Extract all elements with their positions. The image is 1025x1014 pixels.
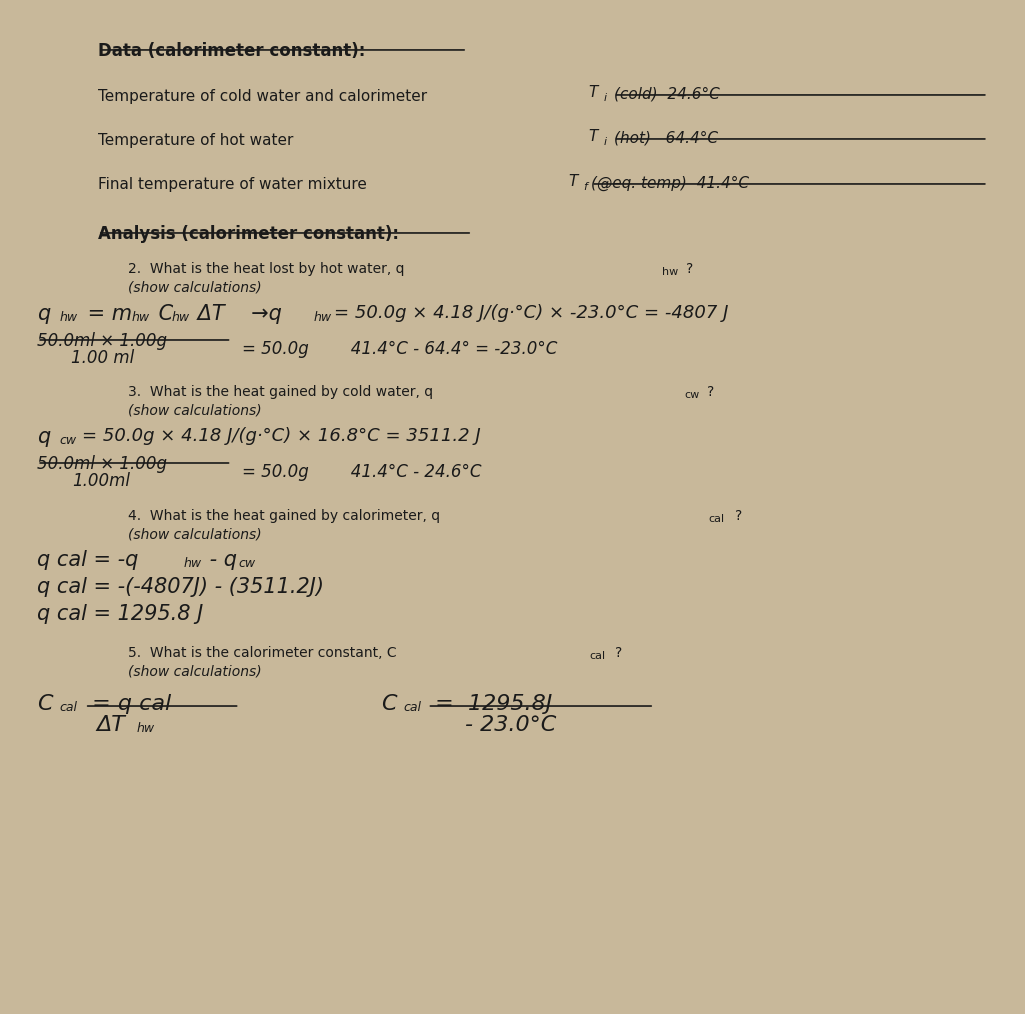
Text: =  1295.8J: = 1295.8J bbox=[427, 694, 551, 714]
Text: (show calculations): (show calculations) bbox=[128, 527, 262, 541]
Text: 1.00ml: 1.00ml bbox=[73, 472, 130, 490]
Text: = m: = m bbox=[81, 304, 132, 324]
Text: cw: cw bbox=[239, 557, 255, 570]
Text: hw: hw bbox=[172, 311, 190, 324]
Text: Temperature of cold water and calorimeter: Temperature of cold water and calorimete… bbox=[98, 89, 427, 104]
Text: (show calculations): (show calculations) bbox=[128, 404, 262, 418]
Text: cal: cal bbox=[403, 701, 421, 714]
Text: C: C bbox=[381, 694, 397, 714]
Text: C: C bbox=[152, 304, 173, 324]
Text: 1.00 ml: 1.00 ml bbox=[71, 349, 134, 367]
Text: q cal = 1295.8 J: q cal = 1295.8 J bbox=[37, 604, 204, 624]
Text: 4.  What is the heat gained by calorimeter, q: 4. What is the heat gained by calorimete… bbox=[128, 509, 441, 523]
Text: 50.0ml × 1.00g: 50.0ml × 1.00g bbox=[37, 332, 167, 350]
Text: 2.  What is the heat lost by hot water, q: 2. What is the heat lost by hot water, q bbox=[128, 262, 405, 276]
Text: cal: cal bbox=[59, 701, 78, 714]
Text: = q cal: = q cal bbox=[85, 694, 171, 714]
Text: = 50.0g        41.4°C - 64.4° = -23.0°C: = 50.0g 41.4°C - 64.4° = -23.0°C bbox=[242, 340, 557, 358]
Text: hw: hw bbox=[183, 557, 202, 570]
Text: (show calculations): (show calculations) bbox=[128, 281, 262, 295]
Text: cw: cw bbox=[685, 390, 700, 400]
Text: ΔT    →q: ΔT →q bbox=[191, 304, 282, 324]
Text: i: i bbox=[604, 93, 607, 103]
Text: (cold)  24.6°C: (cold) 24.6°C bbox=[614, 87, 720, 102]
Text: hw: hw bbox=[662, 267, 679, 277]
Text: C: C bbox=[37, 694, 52, 714]
Text: 50.0ml × 1.00g: 50.0ml × 1.00g bbox=[37, 455, 167, 473]
Text: hw: hw bbox=[131, 311, 150, 324]
Text: Final temperature of water mixture: Final temperature of water mixture bbox=[98, 177, 367, 192]
Text: ?: ? bbox=[706, 385, 713, 399]
Text: (hot)   64.4°C: (hot) 64.4°C bbox=[614, 131, 718, 146]
Text: hw: hw bbox=[59, 311, 78, 324]
Text: T: T bbox=[588, 85, 598, 100]
Text: Analysis (calorimeter constant):: Analysis (calorimeter constant): bbox=[98, 225, 399, 243]
Text: hw: hw bbox=[136, 722, 155, 735]
Text: cal: cal bbox=[589, 651, 606, 661]
Text: f: f bbox=[583, 182, 587, 192]
Text: = 50.0g × 4.18 J/(g·°C) × -23.0°C = -4807 J: = 50.0g × 4.18 J/(g·°C) × -23.0°C = -480… bbox=[333, 304, 728, 322]
Text: cal: cal bbox=[708, 514, 725, 524]
Text: q: q bbox=[37, 304, 50, 324]
Text: hw: hw bbox=[314, 311, 331, 324]
Text: q cal = -(-4807J) - (3511.2J): q cal = -(-4807J) - (3511.2J) bbox=[37, 577, 324, 597]
Text: = 50.0g × 4.18 J/(g·°C) × 16.8°C = 3511.2 J: = 50.0g × 4.18 J/(g·°C) × 16.8°C = 3511.… bbox=[82, 427, 481, 445]
Text: Data (calorimeter constant):: Data (calorimeter constant): bbox=[98, 42, 365, 60]
Text: - 23.0°C: - 23.0°C bbox=[465, 715, 557, 735]
Text: ?: ? bbox=[735, 509, 742, 523]
Text: = 50.0g        41.4°C - 24.6°C: = 50.0g 41.4°C - 24.6°C bbox=[242, 463, 481, 481]
Text: ΔT: ΔT bbox=[96, 715, 125, 735]
Text: (@eq. temp)  41.4°C: (@eq. temp) 41.4°C bbox=[591, 176, 749, 192]
Text: ?: ? bbox=[687, 262, 694, 276]
Text: cw: cw bbox=[59, 434, 77, 447]
Text: q: q bbox=[37, 427, 50, 447]
Text: T: T bbox=[588, 129, 598, 144]
Text: (show calculations): (show calculations) bbox=[128, 664, 262, 678]
Text: - q: - q bbox=[203, 550, 237, 570]
Text: 5.  What is the calorimeter constant, C: 5. What is the calorimeter constant, C bbox=[128, 646, 397, 660]
Text: ?: ? bbox=[615, 646, 622, 660]
Text: 3.  What is the heat gained by cold water, q: 3. What is the heat gained by cold water… bbox=[128, 385, 434, 399]
Text: T: T bbox=[568, 174, 577, 189]
Text: q cal = -q: q cal = -q bbox=[37, 550, 138, 570]
Text: Temperature of hot water: Temperature of hot water bbox=[98, 133, 293, 148]
Text: i: i bbox=[604, 137, 607, 147]
